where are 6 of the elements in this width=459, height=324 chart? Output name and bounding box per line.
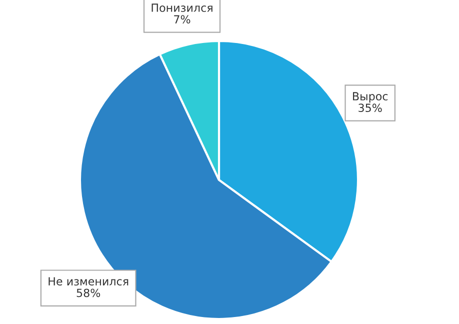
data-label: 35% — [358, 104, 382, 112]
data-label: 7% — [174, 15, 190, 24]
slice-label: Вырос — [353, 92, 388, 103]
slice-label: Понизился — [152, 4, 212, 12]
data-label: 58% — [76, 288, 100, 298]
slice-label: Не изменился — [48, 277, 128, 286]
